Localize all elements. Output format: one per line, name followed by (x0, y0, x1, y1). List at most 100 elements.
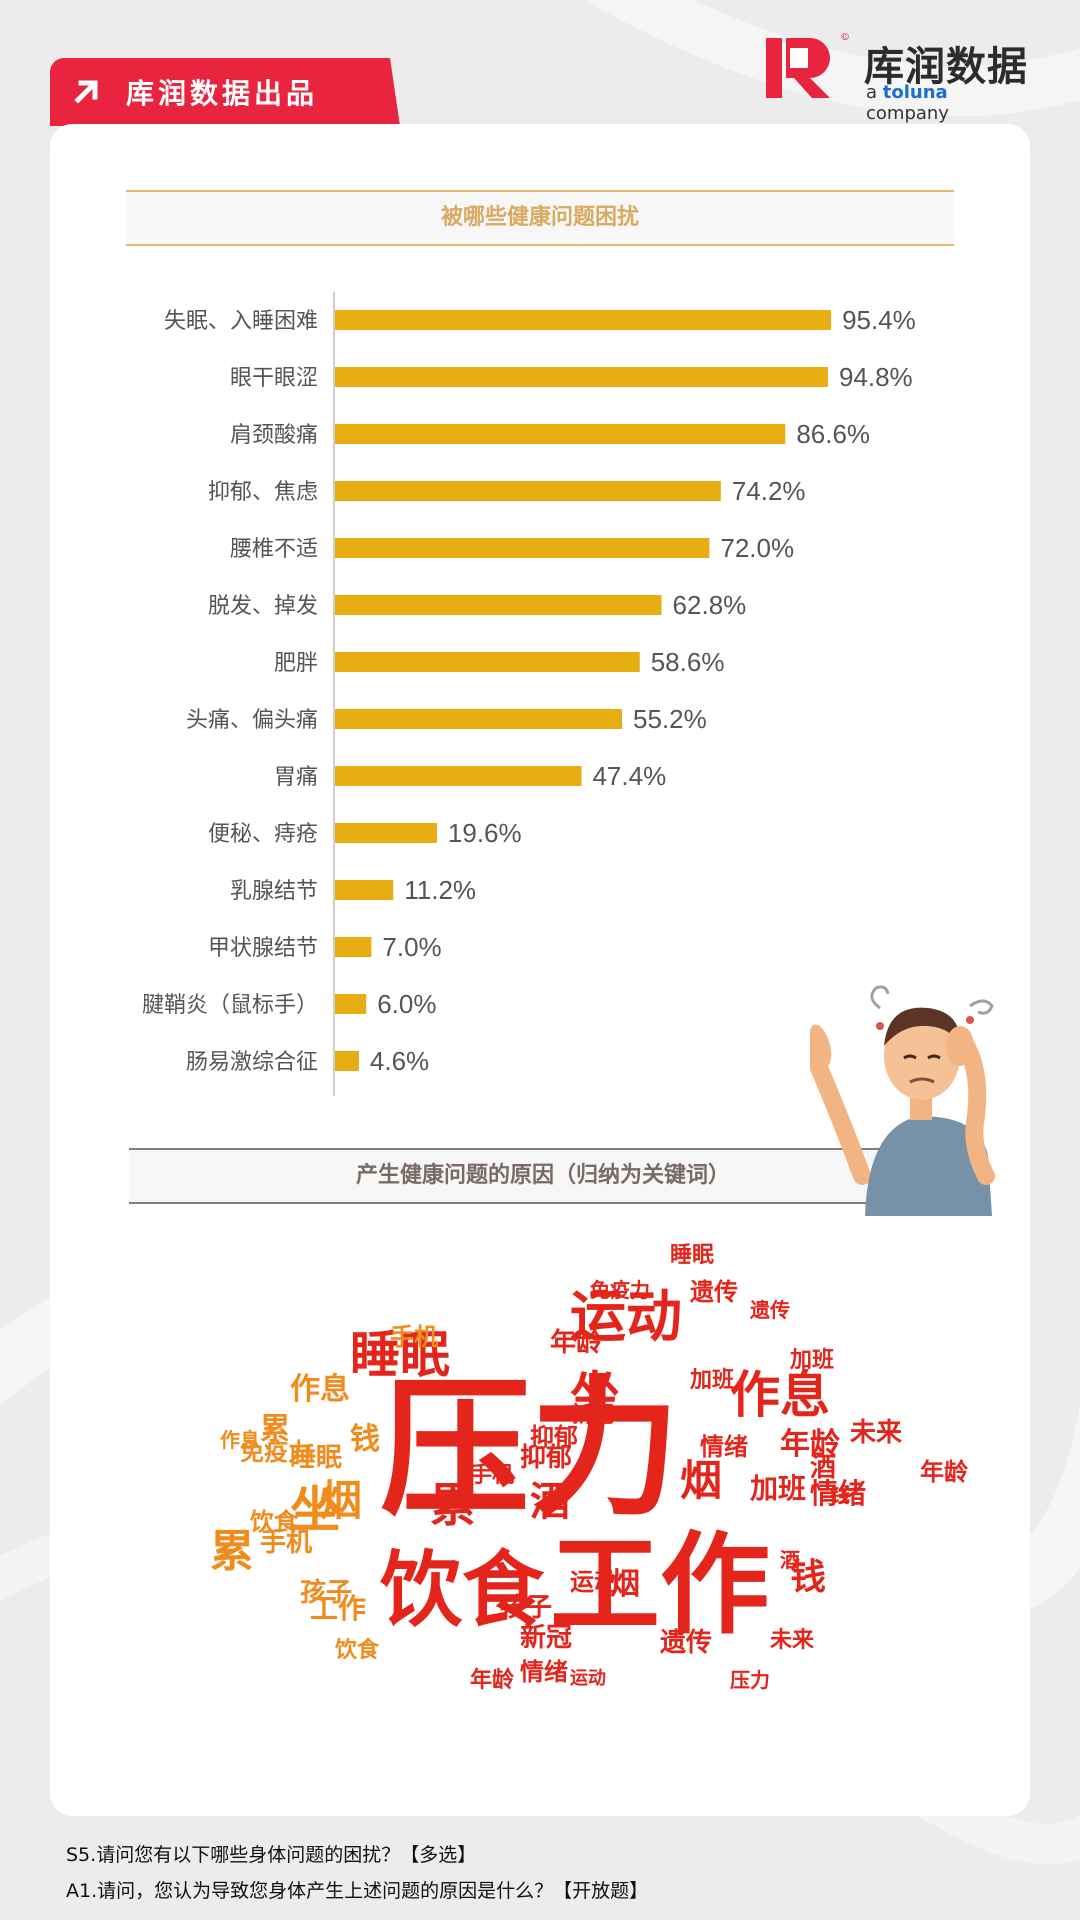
arrow-up-right-icon (74, 80, 98, 104)
cloud-word: 年龄 (780, 1427, 840, 1462)
value-label: 7.0% (382, 932, 441, 962)
value-label: 74.2% (732, 476, 806, 506)
content-card: 被哪些健康问题困扰 产生健康问题的原因（归纳为关键词） (50, 124, 1030, 1816)
cloud-word: 抑郁 (520, 1443, 573, 1473)
cloud-word: 烟 (610, 1567, 640, 1602)
cloud-word: 钱 (830, 1483, 850, 1507)
bar (335, 880, 394, 900)
value-label: 19.6% (448, 818, 522, 848)
cloud-word: 酒 (810, 1453, 837, 1483)
value-label: 47.4% (592, 761, 666, 791)
bar (335, 652, 640, 672)
cloud-word: 孩子 (500, 1593, 553, 1623)
value-label: 4.6% (370, 1046, 429, 1076)
cloud-word: 遗传 (660, 1628, 713, 1658)
bar (335, 538, 710, 558)
value-label: 6.0% (377, 989, 436, 1019)
cloud-word: 年龄 (550, 1328, 603, 1358)
value-label: 55.2% (633, 704, 707, 734)
cloud-word: 情绪 (810, 1477, 867, 1510)
cloud-word: 钱 (790, 1557, 827, 1598)
cloud-word: 坐 (290, 1481, 340, 1539)
cloud-word: 压力 (380, 1363, 681, 1537)
value-label: 86.6% (796, 419, 870, 449)
bar (335, 481, 721, 501)
cloud-word: 睡眠 (350, 1326, 450, 1384)
brand-logo: © 库润数据 a toluna company (764, 32, 1034, 124)
logo-chinese-name: 库润数据 (864, 44, 1028, 90)
bar (335, 823, 437, 843)
cloud-word: 坐 (570, 1366, 620, 1424)
category-label: 腰椎不适 (230, 537, 318, 562)
bar (335, 766, 582, 786)
bar (335, 367, 828, 387)
cloud-word: 饮食 (250, 1508, 298, 1536)
cloud-word: 酒 (530, 1479, 570, 1525)
cloud-word: 孩子 (300, 1578, 353, 1608)
cloud-word: 作息 (290, 1372, 350, 1407)
causes-word-cloud: 压力 工作 饮食 运动 作息 睡眠坐坐累累酒烟烟年龄 手机钱加班 情绪 免疫力 遗传 孩子 新冠 未来抑… (50, 1230, 1030, 1750)
bar (335, 595, 662, 615)
cloud-word: 手机 (390, 1323, 438, 1351)
cloud-word: 酒 (780, 1548, 800, 1572)
value-label: 95.4% (842, 305, 916, 335)
category-label: 头痛、偏头痛 (186, 708, 318, 733)
category-label: 抑郁、焦虑 (208, 480, 318, 505)
cloud-word: 免疫力 (590, 1278, 650, 1302)
category-label: 腱鞘炎（鼠标手） (142, 993, 318, 1018)
category-label: 乳腺结节 (230, 879, 318, 904)
cloud-word: 未来 (850, 1418, 903, 1448)
cloud-word: 加班 (750, 1472, 807, 1505)
category-label: 胃痛 (274, 765, 318, 790)
footnote-question-a1: A1.请问，您认为导致您身体产生上述问题的原因是什么？【开放题】 (66, 1880, 649, 1902)
cloud-word: 工作 (310, 1592, 367, 1625)
value-label: 58.6% (651, 647, 725, 677)
logo-tagline: a toluna company (866, 82, 949, 124)
cloud-word: 免疫力 (240, 1438, 312, 1466)
health-issues-bar-chart: 失眠、入睡困难 95.4% 眼干眼涩 94.8% 肩颈酸痛 86.6% 抑郁、焦虑 74.2%… (142, 292, 916, 1096)
bar (335, 937, 372, 957)
cloud-word: 新冠 (570, 1403, 615, 1428)
logo-mark-icon (766, 38, 830, 98)
cloud-word: 钱 (350, 1422, 380, 1457)
cloud-word: 情绪 (700, 1433, 748, 1461)
cloud-word: 运动 (570, 1285, 682, 1350)
cloud-word: 抑郁 (530, 1423, 578, 1451)
category-label: 肩颈酸痛 (230, 423, 318, 448)
value-label: 11.2% (404, 875, 476, 905)
wordcloud-section-title: 产生健康问题的原因（归纳为关键词） (129, 1148, 957, 1204)
bar (335, 424, 786, 444)
cloud-word: 新冠 (520, 1623, 573, 1653)
cloud-word: 睡眠 (290, 1443, 343, 1473)
cloud-word: 睡眠 (670, 1243, 715, 1268)
cloud-word: 饮食 (335, 1638, 380, 1663)
publisher-tag-label: 库润数据出品 (126, 77, 319, 110)
footnote-question-s5: S5.请问您有以下哪些身体问题的困扰？【多选】 (66, 1844, 477, 1866)
category-label: 失眠、入睡困难 (164, 309, 318, 334)
bar (335, 709, 623, 729)
cloud-word: 运动 (570, 1668, 606, 1689)
logo-mark-symbol: © (840, 32, 850, 43)
category-label: 眼干眼涩 (230, 366, 318, 391)
cloud-word: 累 (210, 1526, 254, 1577)
cloud-word: 作息 (730, 1366, 830, 1424)
bar (335, 1051, 359, 1071)
cloud-word: 累 (430, 1478, 476, 1532)
cloud-word: 压力 (730, 1668, 770, 1692)
cloud-word: 烟 (680, 1456, 723, 1505)
cloud-word: 饮食 (380, 1543, 545, 1638)
bar (335, 310, 832, 330)
value-label: 62.8% (673, 590, 747, 620)
cloud-word: 累 (260, 1412, 290, 1447)
cloud-word: 未来 (770, 1628, 815, 1653)
chart-section-title: 被哪些健康问题困扰 (126, 190, 954, 246)
cloud-word: 遗传 (750, 1298, 790, 1322)
cloud-word: 手机 (260, 1528, 313, 1558)
publisher-tag: 库润数据出品 (50, 58, 400, 126)
cloud-word: 工作 (550, 1521, 770, 1649)
cloud-word: 年龄 (920, 1458, 968, 1486)
cloud-word: 运动 (570, 1568, 618, 1596)
category-label: 肥胖 (274, 651, 318, 676)
headache-person-illustration (810, 985, 995, 1216)
category-label: 肠易激综合征 (186, 1050, 318, 1075)
